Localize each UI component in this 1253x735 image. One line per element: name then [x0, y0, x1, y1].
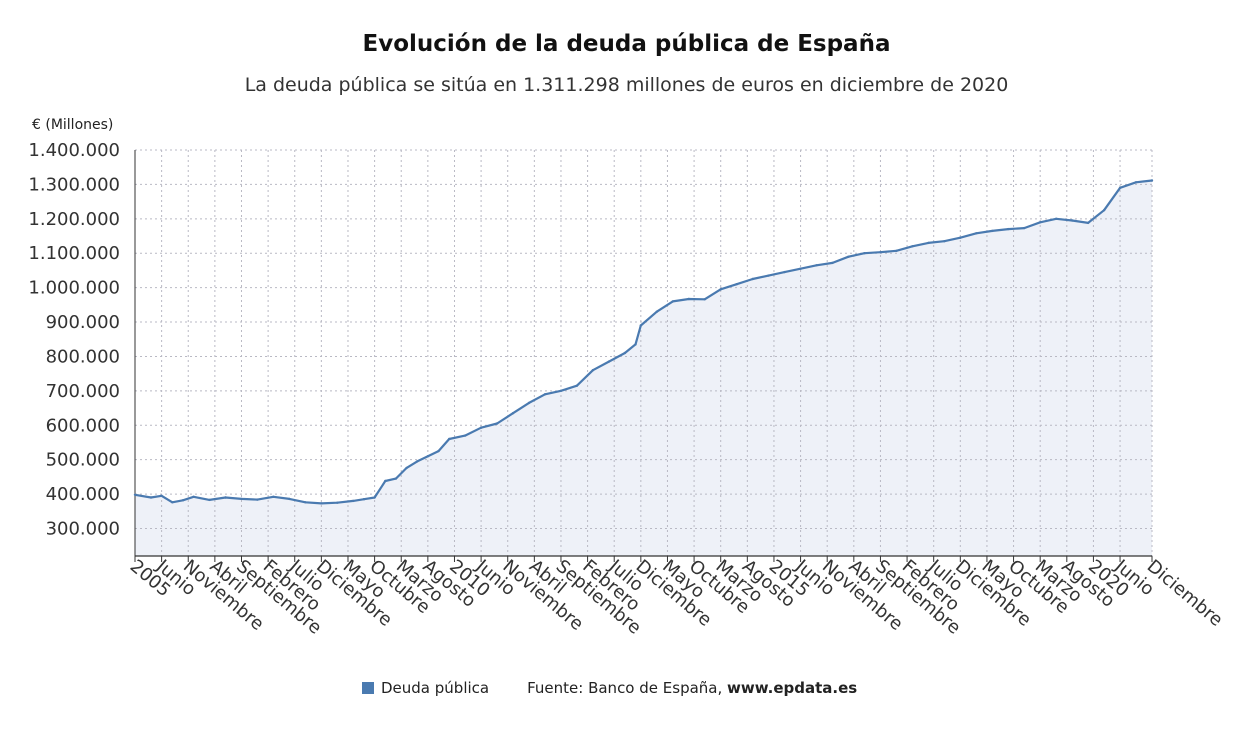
data-point: [336, 501, 339, 504]
legend-swatch: [362, 682, 374, 694]
data-point: [394, 477, 398, 480]
y-tick-label: 500.000: [46, 450, 120, 471]
data-point: [543, 393, 547, 396]
data-point: [735, 283, 738, 286]
data-point: [416, 460, 419, 463]
data-point: [224, 496, 227, 499]
data-point: [623, 351, 627, 355]
data-point: [463, 434, 467, 437]
data-point: [426, 455, 430, 458]
data-point: [437, 449, 440, 453]
y-axis-unit-label: € (Millones): [32, 117, 114, 133]
data-point: [1134, 181, 1138, 184]
data-point: [879, 251, 882, 254]
data-point: [511, 412, 515, 415]
y-tick-label: 600.000: [46, 415, 120, 436]
data-point: [783, 270, 786, 274]
y-tick-label: 1.000.000: [28, 278, 120, 299]
data-point: [208, 498, 211, 502]
data-point: [719, 288, 722, 291]
data-point: [181, 499, 185, 502]
data-point: [634, 343, 637, 346]
y-tick-label: 1.300.000: [28, 174, 120, 195]
data-point: [373, 496, 376, 499]
data-point: [448, 437, 451, 441]
x-tick-label: Diciembre: [1143, 556, 1227, 631]
data-point: [304, 501, 307, 504]
data-point: [384, 479, 387, 483]
source-prefix: Fuente: Banco de España,: [527, 679, 728, 697]
data-point: [847, 255, 850, 258]
chart-subtitle: La deuda pública se sitúa en 1.311.298 m…: [244, 74, 1009, 96]
data-point: [1022, 226, 1026, 230]
y-tick-label: 800.000: [46, 346, 120, 367]
source-note: Fuente: Banco de España, www.epdata.es: [527, 679, 857, 697]
source-site: www.epdata.es: [727, 679, 858, 697]
data-point: [591, 369, 595, 372]
chart-legend: Deuda pública Fuente: Banco de España, w…: [362, 679, 857, 697]
data-point: [959, 236, 962, 239]
y-tick-label: 1.400.000: [28, 140, 120, 161]
data-point: [362, 498, 366, 501]
data-point: [895, 249, 898, 252]
data-point: [575, 384, 579, 387]
data-point: [911, 245, 914, 248]
data-point: [991, 229, 994, 233]
data-point: [320, 502, 323, 505]
data-point: [1086, 221, 1090, 225]
data-point: [495, 422, 499, 425]
series-area-deuda-publica: [135, 180, 1152, 556]
y-tick-label: 400.000: [46, 484, 120, 505]
data-point: [240, 497, 243, 501]
data-point: [479, 426, 483, 429]
data-point: [133, 493, 137, 496]
data-point: [1039, 221, 1042, 224]
data-point: [352, 499, 355, 503]
data-point: [527, 401, 531, 405]
data-point: [192, 495, 195, 498]
series-line-deuda-publica: [134, 179, 1153, 505]
chart-title: Evolución de la deuda pública de España: [362, 31, 891, 57]
data-point: [1055, 217, 1058, 220]
data-point: [943, 240, 946, 243]
data-point: [160, 494, 163, 497]
data-point: [639, 324, 642, 327]
data-point: [149, 496, 153, 499]
y-tick-label: 300.000: [46, 518, 120, 539]
data-point: [975, 232, 978, 235]
data-point: [863, 252, 866, 255]
y-tick-label: 900.000: [46, 312, 120, 333]
data-point: [405, 466, 408, 470]
legend-series-label[interactable]: Deuda pública: [381, 679, 490, 697]
data-point: [1102, 209, 1106, 212]
data-point: [272, 495, 275, 498]
y-tick-label: 1.200.000: [28, 209, 120, 230]
data-point: [671, 300, 674, 303]
data-point: [831, 261, 834, 265]
y-tick-label: 1.100.000: [28, 243, 120, 264]
data-point: [687, 297, 690, 301]
data-point: [703, 298, 706, 301]
data-point: [1118, 186, 1122, 189]
data-point: [751, 277, 754, 281]
data-point: [655, 310, 658, 313]
data-point: [1007, 227, 1010, 231]
data-point: [799, 267, 802, 270]
data-point: [1070, 219, 1074, 222]
data-point: [815, 264, 818, 267]
data-point: [288, 497, 291, 501]
data-point: [256, 498, 259, 501]
data-point: [767, 274, 770, 277]
data-point: [607, 360, 611, 363]
data-point: [559, 389, 563, 392]
y-tick-label: 700.000: [46, 381, 120, 402]
data-point: [927, 241, 930, 245]
data-point: [171, 501, 174, 504]
data-point: [1150, 179, 1154, 182]
